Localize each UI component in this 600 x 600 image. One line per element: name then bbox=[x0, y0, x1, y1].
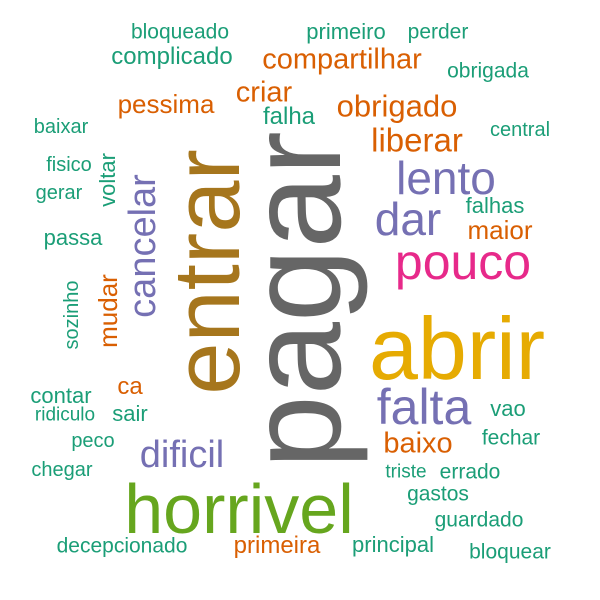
word-gastos: gastos bbox=[407, 482, 469, 506]
word-baixo: baixo bbox=[383, 427, 453, 460]
word-criar: criar bbox=[235, 76, 293, 109]
word-entrar: entrar bbox=[154, 149, 259, 395]
word-compartilhar: compartilhar bbox=[262, 43, 422, 76]
word-mudar: mudar bbox=[93, 274, 123, 348]
word-gerar: gerar bbox=[35, 182, 83, 204]
word-vao: vao bbox=[490, 396, 526, 421]
word-falta: falta bbox=[376, 379, 472, 435]
word-peco: peco bbox=[71, 430, 115, 452]
word-primeira: primeira bbox=[233, 532, 321, 559]
word-obrigado: obrigado bbox=[336, 88, 458, 124]
word-perder: perder bbox=[407, 20, 469, 44]
word-pessima: pessima bbox=[117, 89, 215, 119]
word-falha: falha bbox=[262, 103, 316, 130]
word-dar: dar bbox=[374, 193, 442, 245]
word-chegar: chegar bbox=[31, 459, 93, 481]
word-central: central bbox=[489, 119, 551, 141]
word-primeiro: primeiro bbox=[306, 19, 386, 44]
word-obrigada: obrigada bbox=[447, 59, 529, 83]
word-bloquear: bloquear bbox=[469, 540, 551, 564]
word-pouco: pouco bbox=[394, 234, 532, 290]
word-cancelar: cancelar bbox=[122, 174, 164, 318]
word-guardado: guardado bbox=[434, 508, 524, 532]
word-principal: principal bbox=[352, 532, 434, 557]
word-lento: lento bbox=[396, 152, 496, 204]
word-ridiculo: ridiculo bbox=[34, 404, 96, 426]
word-errado: errado bbox=[439, 460, 501, 484]
word-baixar: baixar bbox=[33, 116, 89, 138]
word-voltar: voltar bbox=[95, 153, 120, 207]
word-falhas: falhas bbox=[465, 193, 525, 218]
word-sozinho: sozinho bbox=[61, 280, 83, 350]
word-sair: sair bbox=[112, 401, 148, 426]
word-passa: passa bbox=[43, 225, 103, 250]
word-fechar: fechar bbox=[481, 426, 541, 450]
word-maior: maior bbox=[467, 215, 533, 245]
word-abrir: abrir bbox=[368, 299, 546, 398]
word-decepcionado: decepcionado bbox=[56, 534, 188, 558]
word-fisico: fisico bbox=[46, 154, 92, 176]
word-bloqueado: bloqueado bbox=[130, 20, 230, 44]
word-complicado: complicado bbox=[111, 43, 233, 70]
word-dificil: dificil bbox=[139, 434, 225, 476]
word-liberar: liberar bbox=[371, 121, 463, 159]
word-horrivel: horrivel bbox=[124, 470, 354, 548]
word-ca: ca bbox=[117, 373, 143, 400]
word-contar: contar bbox=[30, 383, 92, 408]
word-triste: triste bbox=[385, 461, 427, 483]
